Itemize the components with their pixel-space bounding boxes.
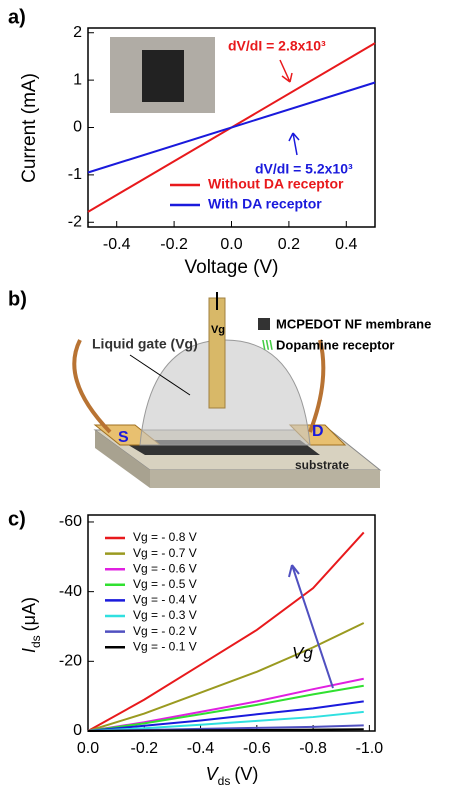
x-tick-label: 0.4 — [335, 236, 357, 253]
x-tick-label: -0.6 — [243, 740, 271, 757]
legend-text: Vg = - 0.3 V — [133, 608, 197, 622]
y-tick-label: -40 — [59, 583, 82, 600]
data-line — [88, 532, 364, 731]
x-tick-label: 0.0 — [77, 740, 99, 757]
legend-text: Vg = - 0.1 V — [133, 639, 197, 653]
y-tick-label: 0 — [73, 722, 82, 739]
gate-electrode — [209, 298, 225, 408]
y-tick-label: 1 — [73, 71, 82, 88]
x-tick-label: -0.2 — [130, 740, 158, 757]
wire — [74, 340, 110, 432]
legend-text: Without DA receptor — [208, 176, 344, 192]
x-tick-label: -1.0 — [356, 740, 384, 757]
x-axis-label: Voltage (V) — [185, 257, 279, 278]
x-tick-label: 0.0 — [220, 236, 242, 253]
x-axis-label: Vds(V) — [206, 764, 259, 788]
legend-swatch — [258, 318, 270, 330]
figure: b) Vg MCPEDOT NF membrane Dopamine recep… — [0, 0, 471, 790]
substrate-side — [150, 470, 380, 488]
plot-frame — [88, 515, 375, 731]
annotation: Vg — [292, 643, 313, 662]
inset-chip — [142, 50, 184, 102]
arrow — [289, 565, 333, 688]
gate-label: Vg — [211, 324, 225, 336]
x-axis-label-unit: (V) — [234, 764, 258, 784]
y-tick-label: 2 — [73, 24, 82, 41]
x-axis-label-sub: ds — [218, 774, 231, 788]
data-line — [88, 623, 364, 731]
x-tick-label: -0.2 — [160, 236, 188, 253]
device-diagram: b) Vg MCPEDOT NF membrane Dopamine recep… — [8, 288, 431, 488]
y-axis-label: Current (mA) — [19, 73, 40, 183]
substrate-label: substrate — [295, 458, 349, 472]
wire — [310, 340, 323, 432]
y-tick-label: -20 — [59, 653, 82, 670]
arrow — [280, 60, 292, 82]
panel-label: c) — [8, 508, 26, 530]
legend-text: Vg = - 0.4 V — [133, 593, 197, 607]
legend-text: Vg = - 0.2 V — [133, 624, 197, 638]
legend-text: Vg = - 0.5 V — [133, 577, 197, 591]
y-axis-label-unit: (μA) — [19, 597, 39, 631]
x-tick-label: 0.2 — [278, 236, 300, 253]
y-axis-label-sub: ds — [29, 635, 43, 648]
y-tick-label: -60 — [59, 513, 82, 530]
y-tick-label: -1 — [68, 166, 82, 183]
annotation: dV/dI = 5.2x10³ — [255, 161, 353, 177]
arrow — [289, 133, 299, 155]
y-axis-label: Ids(μA) — [19, 597, 43, 653]
x-tick-label: -0.4 — [187, 740, 215, 757]
legend-text: Vg = - 0.6 V — [133, 561, 197, 575]
legend-text: Vg = - 0.8 V — [133, 530, 197, 544]
source-label: S — [118, 429, 129, 446]
y-tick-label: 0 — [73, 119, 82, 136]
drain-label: D — [312, 423, 324, 440]
receptor-icon: \\\ — [262, 337, 273, 352]
x-tick-label: -0.8 — [299, 740, 327, 757]
x-tick-label: -0.4 — [103, 236, 131, 253]
liquid-gate-label: Liquid gate (Vg) — [92, 336, 198, 352]
panel-label: a) — [8, 6, 26, 28]
legend-text: Vg = - 0.7 V — [133, 546, 197, 560]
legend-text: Dopamine receptor — [276, 337, 394, 352]
legend-text: MCPEDOT NF membrane — [276, 316, 431, 331]
annotation: dV/dI = 2.8x10³ — [228, 38, 326, 54]
y-tick-label: -2 — [68, 213, 82, 230]
panel-label: b) — [8, 288, 27, 310]
legend-text: With DA receptor — [208, 196, 322, 212]
